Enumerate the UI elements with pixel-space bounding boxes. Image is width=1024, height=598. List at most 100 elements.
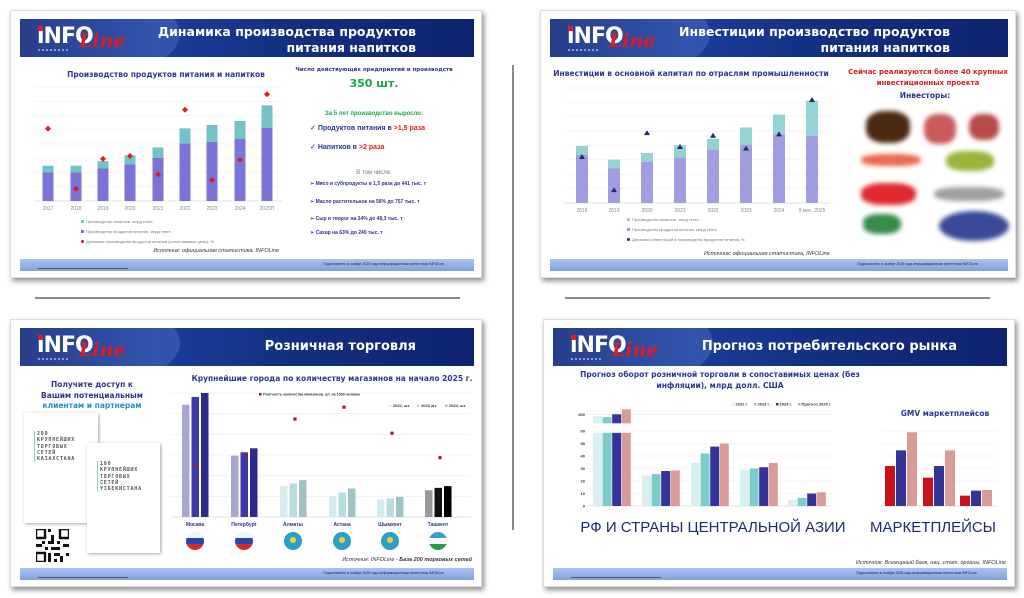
legend-item: Прогноз 2025 г.	[798, 402, 831, 407]
bar	[338, 492, 346, 517]
data-marker	[390, 431, 394, 435]
bar-segment	[42, 165, 54, 173]
bar-segment	[206, 141, 218, 201]
slide-investments[interactable]: iNFO Line Инвестиции производство продукт…	[540, 10, 1016, 278]
bar	[982, 490, 992, 506]
promo-text: клиентам и партнерам	[42, 401, 142, 410]
bar	[348, 488, 356, 517]
legend-label: 2024, шт.	[449, 403, 466, 408]
x-tick-label: 2025П	[260, 206, 275, 212]
slide-consumer-forecast[interactable]: iNFO Line Прогноз потребительского рынка …	[543, 319, 1015, 587]
city-label: Ташкент	[428, 522, 449, 528]
legend-swatch	[81, 230, 84, 233]
bar-segment	[124, 155, 136, 165]
investor-logo	[939, 211, 1009, 241]
flag-kz-icon	[381, 532, 399, 550]
bar-segment	[608, 168, 620, 203]
legend-label: 2023 шт.	[421, 403, 437, 408]
x-tick-label: 2019	[97, 206, 108, 212]
x-tick-label: 2018	[576, 208, 587, 214]
city-label: Астана	[333, 522, 351, 528]
bar	[759, 467, 769, 506]
investor-logo	[946, 151, 994, 171]
bar	[788, 499, 797, 506]
uzbekistan-catalog[interactable]: 100 КРУПНЕЙШИХ ТОРГОВЫХ СЕТЕЙ УЗБЕКИСТАН…	[87, 443, 160, 553]
bar	[386, 498, 394, 517]
data-marker	[342, 405, 346, 409]
promo-text: Вашим потенциальным	[41, 391, 143, 400]
slide-title: Розничная торговля	[264, 339, 416, 354]
legend-swatch	[627, 238, 630, 241]
divider	[565, 297, 990, 299]
legend-swatch	[776, 403, 779, 406]
bar	[661, 471, 671, 506]
bar	[934, 466, 944, 506]
slide-production-dynamics[interactable]: iNFO Line Динамика производства продуктов…	[10, 10, 482, 278]
flag-ru-icon	[186, 532, 204, 550]
legend-label: 2022 г.	[736, 402, 748, 407]
legend-item: 2023 г.	[754, 402, 770, 407]
flag-ru-icon	[235, 532, 253, 550]
y-tick-label: 30	[581, 466, 586, 471]
infoline-logo: iNFO Line	[37, 24, 126, 52]
bar-upper-segment	[612, 414, 622, 424]
slide-title: Инвестиции производство продуктов питания…	[679, 24, 950, 55]
data-marker	[264, 91, 270, 98]
bar	[621, 432, 631, 506]
data-marker	[776, 131, 782, 137]
promo-text: Получите доступ к	[50, 380, 134, 389]
data-marker	[127, 152, 133, 159]
projects-heading: Сейчас реализуются более 40 крупных	[848, 68, 1008, 76]
bar-segment	[70, 165, 82, 173]
enterprises-count: 350 шт.	[349, 77, 399, 90]
bar	[425, 490, 433, 517]
kazakhstan-catalog[interactable]: 200 КРУПНЕЙШИХ ТОРГОВЫХ СЕТЕЙ КАЗАХСТАНА	[24, 413, 98, 523]
legend-label: 2023 г.	[758, 402, 770, 407]
data-marker	[644, 130, 650, 136]
bar-segment	[806, 135, 818, 203]
x-tick-label: 2022	[179, 206, 190, 212]
investor-logo	[924, 114, 956, 144]
bar-segment	[740, 145, 752, 203]
data-marker	[100, 155, 106, 162]
y-tick-label: 40	[581, 454, 586, 459]
bar	[971, 490, 981, 506]
projects-heading: инвестиционных проекта	[876, 79, 980, 87]
bar-segment	[261, 105, 273, 128]
x-tick-label: 2022	[707, 208, 718, 214]
retail-forecast-chart: 0 10 20 30 40 50 60 600 2022 г. 2023 г. 2024 г. Про…	[578, 402, 832, 509]
including-label: В том числе:	[356, 170, 392, 176]
enterprises-heading: Число действующих предприятий и производ…	[295, 67, 453, 73]
growth-item: ✓ Продуктов питания в >1,5 раза	[310, 125, 426, 132]
bar	[885, 466, 895, 506]
slide-retail[interactable]: iNFO Line Розничная торговля Получите дос…	[10, 319, 482, 587]
bar-segment	[179, 143, 191, 201]
qr-code[interactable]	[36, 529, 69, 562]
slide-footer: Подготовлено в ноябре 2025 года информац…	[20, 259, 474, 271]
bar	[240, 452, 248, 517]
city-label: Шымкент	[378, 522, 402, 528]
bar	[612, 432, 622, 506]
chart-title: инфляции), млрд долл. США	[656, 381, 784, 390]
data-marker	[293, 417, 297, 421]
slide-footer: Подготовлено в ноябре 2025 года информац…	[20, 568, 474, 580]
bar-segment	[641, 152, 653, 162]
bar	[396, 496, 404, 517]
bar-segment	[806, 100, 818, 136]
x-tick-label: 2017	[42, 206, 53, 212]
bar	[816, 492, 826, 506]
legend-swatch	[81, 220, 84, 223]
bar-segment	[152, 147, 164, 158]
slide-footer: Подготовлено в ноябре 2025 года информац…	[550, 259, 1008, 271]
y-tick-label: 20	[581, 479, 586, 484]
bar	[923, 477, 933, 506]
investor-logo	[934, 187, 1004, 201]
legend-item: 2024 г.	[776, 402, 792, 407]
legend-swatch	[627, 228, 630, 231]
legend-swatch	[627, 218, 630, 221]
bar	[329, 495, 337, 517]
data-marker	[809, 96, 815, 102]
bar	[691, 462, 700, 506]
bar-segment	[234, 120, 246, 139]
x-tick-label: 2023	[740, 208, 751, 214]
